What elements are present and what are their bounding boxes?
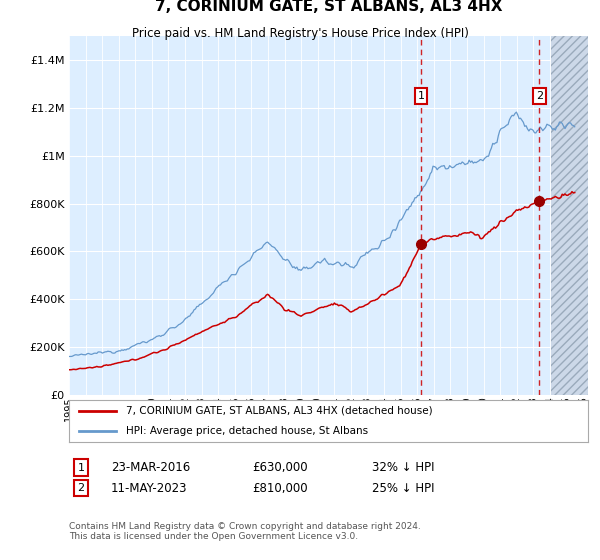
Text: 1: 1 bbox=[77, 463, 85, 473]
Text: £630,000: £630,000 bbox=[252, 461, 308, 474]
Text: HPI: Average price, detached house, St Albans: HPI: Average price, detached house, St A… bbox=[126, 426, 368, 436]
Text: 23-MAR-2016: 23-MAR-2016 bbox=[111, 461, 190, 474]
Text: £810,000: £810,000 bbox=[252, 482, 308, 495]
Text: 11-MAY-2023: 11-MAY-2023 bbox=[111, 482, 187, 495]
Text: 25% ↓ HPI: 25% ↓ HPI bbox=[372, 482, 434, 495]
Text: 1: 1 bbox=[418, 91, 424, 101]
Text: 7, CORINIUM GATE, ST ALBANS, AL3 4HX (detached house): 7, CORINIUM GATE, ST ALBANS, AL3 4HX (de… bbox=[126, 406, 433, 416]
Text: Price paid vs. HM Land Registry's House Price Index (HPI): Price paid vs. HM Land Registry's House … bbox=[131, 27, 469, 40]
Title: 7, CORINIUM GATE, ST ALBANS, AL3 4HX: 7, CORINIUM GATE, ST ALBANS, AL3 4HX bbox=[155, 0, 502, 15]
Text: 2: 2 bbox=[536, 91, 543, 101]
Text: Contains HM Land Registry data © Crown copyright and database right 2024.: Contains HM Land Registry data © Crown c… bbox=[69, 522, 421, 531]
Text: 32% ↓ HPI: 32% ↓ HPI bbox=[372, 461, 434, 474]
Text: This data is licensed under the Open Government Licence v3.0.: This data is licensed under the Open Gov… bbox=[69, 532, 358, 542]
Text: 2: 2 bbox=[77, 483, 85, 493]
Bar bbox=[551, 36, 588, 395]
